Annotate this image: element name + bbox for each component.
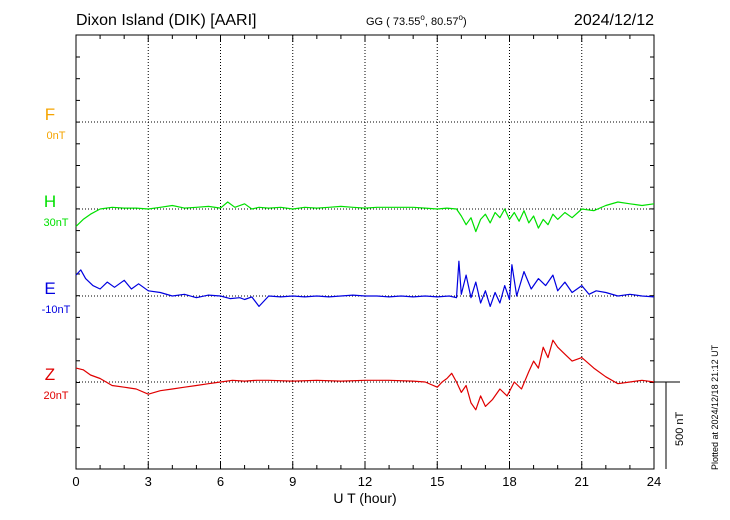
plotted-at-label: Plotted at 2024/12/18 21:12 UT — [710, 344, 720, 470]
x-axis-title: U T (hour) — [333, 490, 396, 506]
series-name-e: E — [44, 279, 55, 298]
date-label: 2024/12/12 — [574, 12, 654, 29]
grid-lines — [76, 35, 654, 469]
x-tick-label: 9 — [289, 474, 296, 489]
series-baseline-z: 20nT — [43, 390, 68, 402]
trace-z — [75, 339, 655, 411]
trace-h — [75, 201, 655, 233]
coordinates-label: GG ( 73.55o, 80.57o) — [366, 13, 467, 28]
series-baseline-f: 0nT — [47, 130, 66, 142]
x-tick-label: 15 — [430, 474, 444, 489]
trace-e — [75, 260, 655, 307]
x-tick-label: 21 — [575, 474, 589, 489]
x-axis-ticks: 0 3 6 9 12 15 18 21 24 — [72, 35, 661, 489]
coords-suffix: ) — [463, 16, 467, 28]
x-tick-label: 3 — [145, 474, 152, 489]
series-name-z: Z — [45, 365, 55, 384]
scale-bar-label: 500 nT — [674, 411, 686, 446]
station-title: Dixon Island (DIK) [AARI] — [76, 12, 257, 29]
coords-prefix: GG ( 73.55 — [366, 16, 420, 28]
degree-mark: o — [459, 13, 464, 22]
series-name-f: F — [45, 105, 55, 124]
series-baseline-e: -10nT — [42, 304, 71, 316]
degree-mark: o — [420, 13, 425, 22]
x-tick-label: 6 — [217, 474, 224, 489]
series-name-h: H — [44, 192, 56, 211]
x-tick-label: 18 — [502, 474, 516, 489]
x-tick-label: 0 — [72, 474, 79, 489]
series-labels: F 0nT H 30nT E -10nT Z 20nT — [42, 105, 71, 402]
coords-mid: , 80.57 — [425, 16, 459, 28]
series-baseline-h: 30nT — [43, 217, 68, 229]
x-tick-label: 24 — [647, 474, 661, 489]
x-tick-label: 12 — [358, 474, 372, 489]
data-traces — [75, 201, 655, 411]
